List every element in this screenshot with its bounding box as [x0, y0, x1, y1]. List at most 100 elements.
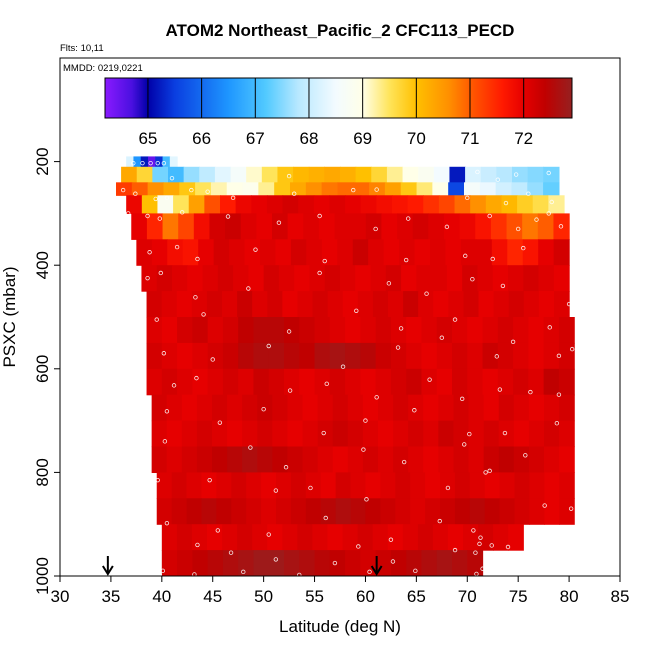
- sample-point: [321, 430, 326, 436]
- heatmap-cell: [222, 524, 238, 551]
- heatmap-cell: [365, 213, 383, 240]
- heatmap-cell: [501, 195, 518, 214]
- heatmap-cell: [425, 498, 441, 525]
- heatmap-cell: [276, 472, 292, 499]
- heatmap-cell: [140, 156, 149, 168]
- chart-title: ATOM2 Northeast_Pacific_2 CFC113_PECD: [166, 21, 515, 40]
- heatmap-cell: [227, 420, 243, 448]
- heatmap-cell: [312, 524, 329, 551]
- heatmap-cell: [378, 420, 394, 448]
- heatmap-cell: [320, 472, 337, 499]
- sample-point: [503, 200, 509, 206]
- heatmap-cell: [284, 368, 300, 396]
- x-tick-label: 70: [458, 587, 477, 606]
- heatmap-cell: [246, 166, 263, 183]
- sample-point: [194, 375, 199, 381]
- heatmap-cell: [425, 472, 441, 499]
- heatmap-cell: [463, 291, 480, 318]
- sample-point: [286, 173, 292, 179]
- sample-point: [205, 189, 210, 194]
- sample-point: [308, 485, 313, 491]
- heatmap-cell: [226, 182, 244, 196]
- heatmap-cell: [410, 472, 426, 499]
- x-axis: 30 35 40 45 50 55 60 65 70 75 80 85: [51, 576, 629, 606]
- heatmap-cell: [438, 195, 456, 214]
- heatmap-cell: [513, 420, 530, 448]
- heatmap-cell: [376, 195, 393, 214]
- heatmap-cell: [268, 342, 285, 370]
- heatmap-cell: [479, 182, 497, 196]
- heatmap-cell: [436, 368, 453, 396]
- heatmap-cell: [543, 182, 560, 196]
- heatmap-cell: [337, 182, 354, 196]
- heatmap-cell: [266, 195, 284, 214]
- heatmap-cell: [229, 239, 246, 266]
- heatmap-cell: [272, 420, 289, 448]
- heatmap-cell: [345, 317, 361, 344]
- heatmap-cell: [261, 166, 279, 183]
- heatmap-cell: [299, 317, 316, 344]
- heatmap-cell: [380, 472, 396, 499]
- heatmap-cell: [172, 265, 188, 292]
- heatmap-cell: [484, 472, 501, 499]
- heatmap-cell: [440, 498, 456, 525]
- heatmap-cell: [209, 213, 226, 240]
- y-tick-label: 800: [33, 458, 52, 486]
- heatmap-cell: [177, 317, 193, 344]
- sample-point: [440, 155, 446, 160]
- heatmap-cell: [514, 472, 531, 499]
- heatmap-cell: [436, 342, 453, 370]
- sample-point: [439, 335, 445, 340]
- sample-point: [189, 187, 194, 193]
- x-tick-label: 30: [51, 587, 70, 606]
- sample-point: [164, 520, 170, 526]
- heatmap-cell: [468, 446, 485, 473]
- heatmap-cell: [329, 550, 346, 576]
- heatmap-cell: [240, 213, 257, 240]
- heatmap-cell: [355, 166, 372, 183]
- sample-point: [444, 155, 450, 160]
- heatmap-cell: [493, 291, 510, 318]
- heatmap-cell: [173, 195, 190, 214]
- sample-point: [287, 388, 293, 393]
- heatmap-cell: [523, 265, 540, 292]
- heatmap-cell: [282, 524, 298, 551]
- y-axis-label: PSXC (mbar): [0, 266, 19, 367]
- heatmap-cell: [538, 239, 555, 266]
- heatmap-cell: [275, 239, 292, 266]
- heatmap-cell: [454, 472, 471, 499]
- heatmap-cell: [196, 394, 213, 422]
- heatmap-cell: [347, 420, 364, 448]
- heatmap-cell: [559, 420, 575, 448]
- sample-point: [546, 170, 551, 176]
- heatmap-cell: [222, 291, 238, 318]
- heatmap-cell: [548, 195, 565, 214]
- heatmap-cell: [433, 291, 449, 318]
- sample-point: [549, 199, 554, 205]
- heatmap-cell: [252, 524, 268, 551]
- heatmap-cell: [365, 498, 381, 525]
- heatmap-cell: [314, 550, 331, 576]
- x-axis-label: Latitude (deg N): [279, 617, 401, 636]
- colorbar-tick-label: 66: [192, 129, 211, 148]
- sample-point: [395, 345, 401, 350]
- sample-point: [322, 258, 327, 264]
- heatmap-cell: [493, 524, 509, 551]
- sample-points: [120, 155, 575, 576]
- heatmap-cell: [528, 420, 545, 448]
- heatmap-cell: [528, 317, 545, 344]
- heatmap-cell: [116, 182, 133, 196]
- sample-point: [126, 211, 131, 216]
- heatmap-cell: [353, 182, 370, 196]
- heatmap-cell: [192, 317, 209, 344]
- heatmap-cell: [448, 182, 465, 196]
- heatmap-cell: [438, 420, 455, 448]
- sample-point: [463, 253, 468, 259]
- heatmap-cell: [522, 213, 539, 240]
- heatmap-cell: [448, 291, 465, 318]
- heatmap-cell: [543, 342, 560, 370]
- heatmap-cell: [253, 342, 270, 370]
- heatmap-cell: [222, 342, 239, 370]
- heatmap-cell: [196, 420, 213, 448]
